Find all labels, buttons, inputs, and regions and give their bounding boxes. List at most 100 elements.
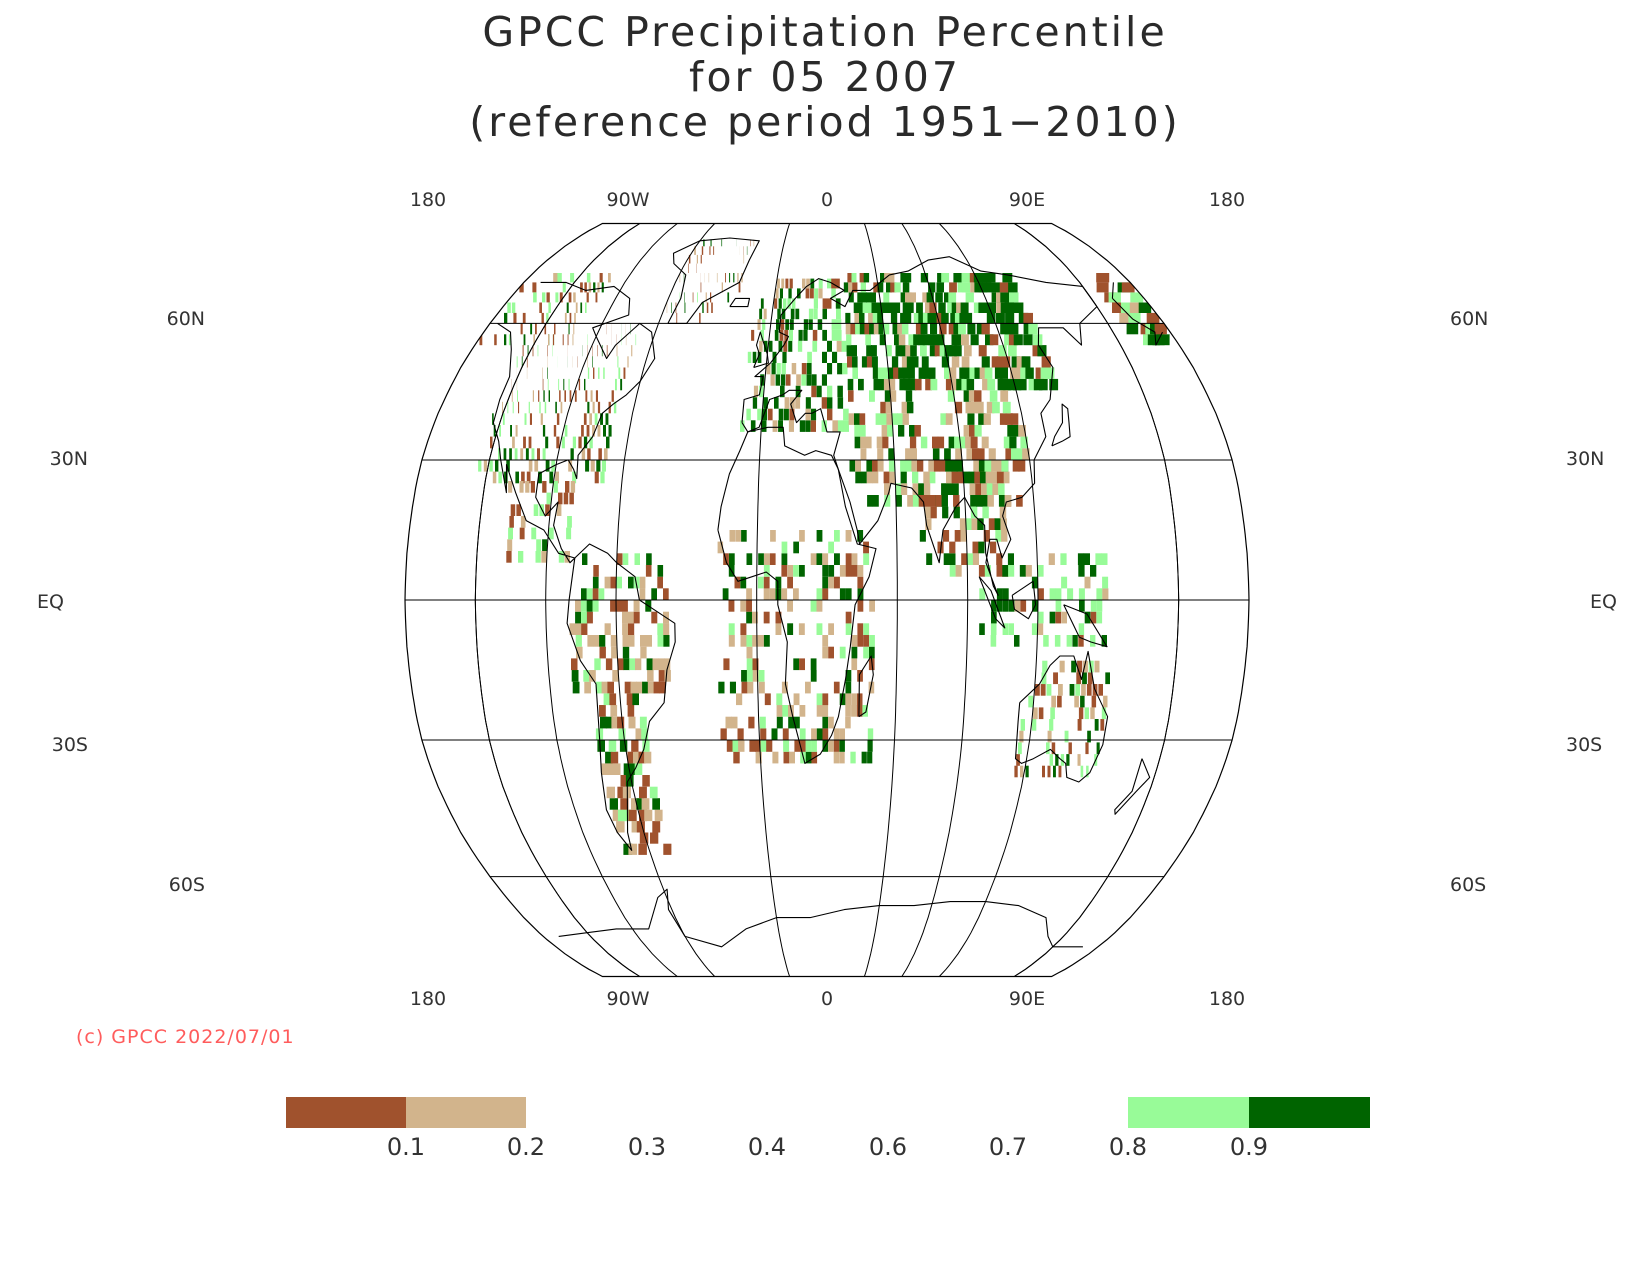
percentile-cell (877, 312, 884, 324)
percentile-cell (787, 600, 793, 612)
percentile-cell (573, 292, 576, 303)
percentile-cell (1032, 719, 1037, 731)
percentile-cell (882, 436, 889, 449)
percentile-cell (495, 459, 499, 472)
percentile-cell (700, 282, 702, 293)
percentile-cell (775, 611, 782, 624)
percentile-cell (1069, 684, 1075, 696)
percentile-cell (812, 340, 818, 352)
percentile-cell (525, 481, 530, 493)
percentile-cell (905, 292, 912, 303)
percentile-cell (814, 288, 819, 299)
percentile-cell (585, 390, 588, 402)
percentile-cell (635, 728, 643, 741)
percentile-cell (1084, 707, 1089, 720)
percentile-cell (971, 518, 978, 530)
percentile-cell (750, 239, 751, 247)
percentile-cell (799, 420, 805, 432)
percentile-cell (1001, 459, 1009, 472)
percentile-cell (914, 425, 921, 437)
percentile-cell (999, 282, 1009, 293)
percentile-cell (1016, 448, 1024, 460)
percentile-cell (795, 308, 800, 320)
percentile-cell (921, 356, 929, 368)
percentile-cell (889, 471, 896, 484)
percentile-cell (1010, 413, 1019, 425)
percentile-cell (811, 385, 817, 398)
percentile-cell (942, 506, 949, 519)
percentile-cell (1094, 719, 1099, 731)
percentile-cell (760, 298, 764, 309)
percentile-cell (871, 345, 877, 357)
percentile-cell (794, 740, 801, 752)
percentile-cell (994, 518, 1002, 530)
percentile-cell (990, 635, 997, 647)
percentile-cell (1103, 695, 1108, 708)
percentile-cell (1077, 754, 1081, 766)
percentile-cell (900, 471, 907, 484)
percentile-cell (606, 345, 608, 357)
percentile-cell (763, 576, 770, 589)
percentile-cell (586, 292, 589, 303)
percentile-cell (985, 334, 994, 346)
percentile-cell (1130, 292, 1144, 303)
percentile-cell (852, 356, 858, 368)
percentile-cell (907, 302, 914, 313)
percentile-cell (627, 611, 634, 624)
percentile-cell (616, 600, 622, 612)
percentile-cell (799, 728, 806, 741)
percentile-cell (1031, 576, 1038, 589)
percentile-cell (1079, 600, 1085, 612)
percentile-cell (990, 459, 997, 472)
colorbar-tick-label: 0.3 (628, 1133, 666, 1161)
percentile-cell (851, 553, 858, 565)
percentile-cell (1018, 459, 1026, 472)
percentile-cell (568, 323, 570, 335)
percentile-cell (572, 471, 577, 484)
percentile-cell (697, 292, 698, 303)
percentile-cell (991, 356, 1000, 368)
percentile-cell (878, 378, 885, 391)
percentile-cell (694, 246, 696, 255)
percentile-cell (781, 588, 788, 600)
map-boundary (404, 222, 1250, 978)
percentile-cell (1061, 611, 1067, 624)
percentile-cell (989, 541, 997, 554)
percentile-cell (940, 413, 948, 425)
percentile-cell (586, 611, 593, 624)
colorbar-tick-label: 0.8 (1109, 1133, 1147, 1161)
percentile-cell (996, 471, 1004, 484)
percentile-cell (939, 323, 947, 335)
percentile-cell (961, 378, 969, 391)
percentile-cell (755, 740, 762, 752)
percentile-cell (774, 329, 779, 341)
percentile-cell (1083, 553, 1090, 565)
percentile-cell (516, 504, 521, 516)
graticule (405, 223, 1249, 977)
percentile-cell (706, 302, 709, 313)
percentile-cell (996, 302, 1006, 313)
percentile-cell (822, 635, 829, 647)
percentile-cell (1014, 600, 1021, 612)
percentile-cell (772, 751, 779, 764)
percentile-cell (575, 635, 582, 647)
percentile-cell (845, 553, 852, 565)
percentile-cell (770, 530, 776, 542)
percentile-cell (542, 425, 546, 437)
percentile-cell (871, 356, 878, 368)
percentile-cell (1080, 765, 1084, 778)
percentile-cell (583, 413, 587, 425)
percentile-cell (603, 693, 611, 706)
coastline (729, 297, 751, 308)
meridian-line (756, 223, 791, 977)
percentile-cell (586, 273, 591, 283)
percentile-cell (793, 541, 799, 554)
percentile-cell (780, 385, 785, 398)
percentile-cell (813, 298, 818, 309)
percentile-cell (974, 425, 982, 437)
percentile-cell (970, 401, 979, 414)
percentile-cell (936, 282, 944, 293)
percentile-cell (986, 483, 994, 495)
percentile-cell (859, 413, 866, 425)
percentile-cell (635, 658, 642, 671)
